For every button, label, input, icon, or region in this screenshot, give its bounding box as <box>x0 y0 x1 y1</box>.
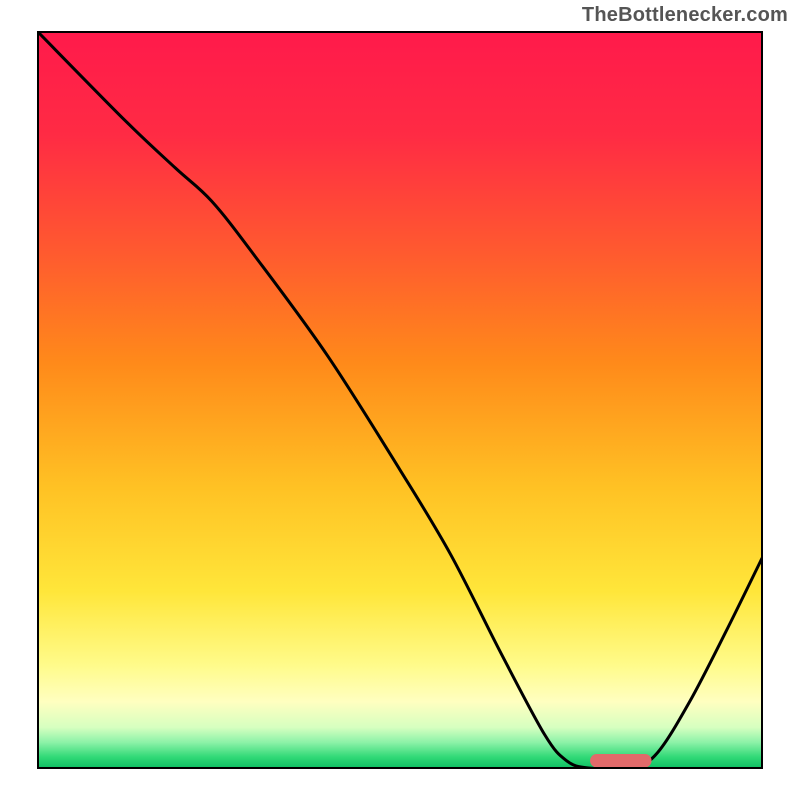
bottleneck-chart <box>0 0 800 800</box>
chart-stage: TheBottlenecker.com <box>0 0 800 800</box>
watermark-text: TheBottlenecker.com <box>582 4 788 27</box>
sweet-spot-marker <box>590 754 652 767</box>
